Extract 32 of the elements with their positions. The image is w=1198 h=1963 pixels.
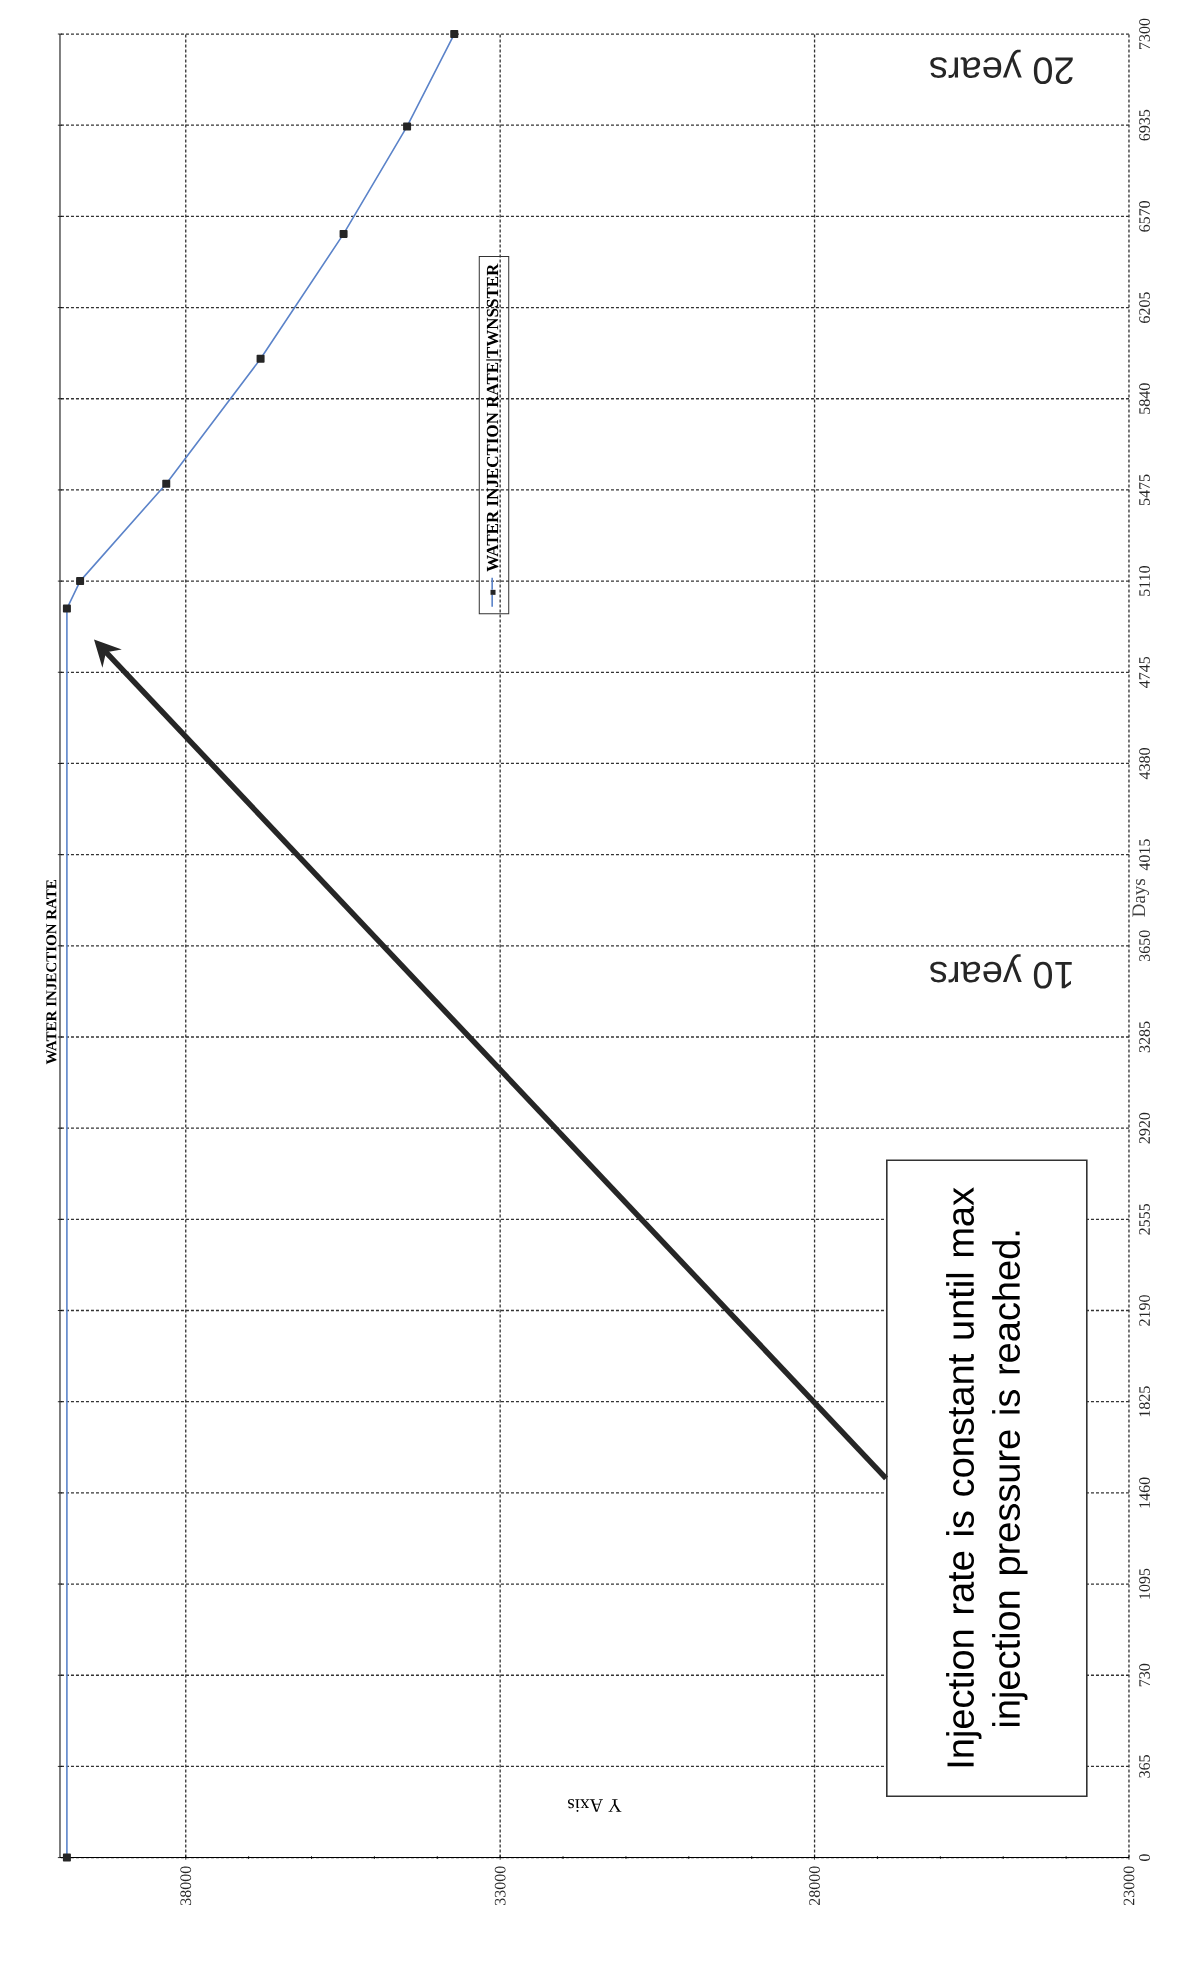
y-tick-label: 3285 — [1139, 1021, 1150, 1053]
x-axis-title: Y Axis — [567, 1799, 622, 1812]
y-tick-label: 4745 — [1139, 656, 1150, 688]
y-tick-label: 4015 — [1139, 839, 1150, 871]
y-tick-label: 7300 — [1139, 18, 1150, 49]
y-tick-label: 2555 — [1139, 1203, 1150, 1235]
y-tick-label: 5840 — [1139, 383, 1150, 414]
x-tick-label: 28000 — [809, 1866, 820, 1906]
y-tick-label: 730 — [1139, 1663, 1150, 1687]
y-tick-label: 0 — [1139, 1854, 1150, 1861]
y-tick-label: 2190 — [1139, 1295, 1150, 1326]
y-tick-label: 3650 — [1139, 930, 1150, 962]
annotation: 20 years — [930, 49, 1073, 85]
y-tick-label: 1825 — [1139, 1386, 1150, 1417]
y-axis-title: Days — [1132, 878, 1150, 917]
y-tick-label: 6570 — [1139, 201, 1150, 232]
text: WATER INJECTION RATE — [46, 879, 57, 1065]
y-tick-label: 365 — [1139, 1755, 1150, 1778]
y-tick-label: 6205 — [1139, 292, 1150, 323]
y-tick-label: 6935 — [1139, 109, 1150, 141]
x-tick-label: 23000 — [1123, 1866, 1135, 1906]
y-tick-label: 2920 — [1139, 1112, 1150, 1144]
x-tick-label: 38000 — [180, 1866, 192, 1906]
y-tick-label: 5110 — [1139, 566, 1150, 596]
y-tick-label: 5475 — [1139, 474, 1150, 505]
text: WATER INJECTION RATE|TWNSSTER — [486, 263, 502, 572]
annotation: Injection rate is constant until max injection pressure is reached. — [946, 1187, 1028, 1767]
y-tick-label: 1095 — [1139, 1568, 1150, 1599]
y-tick-label: 4380 — [1139, 748, 1150, 780]
annotation: 10 years — [930, 954, 1072, 989]
y-tick-label: 1460 — [1139, 1477, 1150, 1508]
x-tick-label: 33000 — [494, 1866, 506, 1906]
